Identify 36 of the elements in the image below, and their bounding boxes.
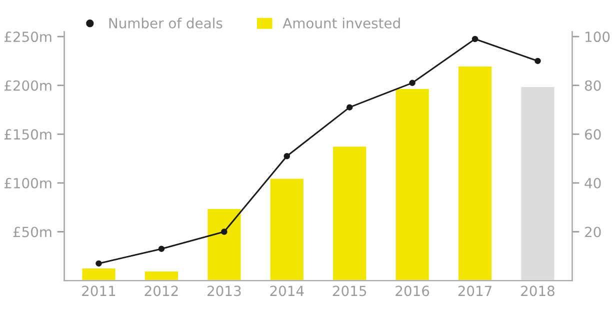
- y2-tick-label: 100: [586, 32, 610, 42]
- y2-tick-label: 80: [584, 80, 601, 91]
- legend-label: Number of deals: [109, 18, 222, 28]
- bar: [206, 208, 242, 281]
- point: [534, 58, 541, 64]
- x-tick-label: 2018: [521, 286, 554, 296]
- point: [158, 246, 165, 252]
- x-tick-label: 2014: [270, 286, 304, 296]
- y-tick-label: £250m: [4, 32, 52, 42]
- x-tick-label: 2011: [82, 286, 116, 296]
- bar: [394, 88, 430, 281]
- y-tick-label: £150m: [4, 129, 52, 140]
- x-tick-label: 2017: [458, 286, 492, 296]
- y2-tick-label: 60: [584, 129, 601, 140]
- y-tick-label: £50m: [13, 226, 52, 238]
- bar: [332, 145, 368, 281]
- y2-tick-label: 40: [584, 178, 601, 188]
- point: [221, 228, 228, 235]
- point: [346, 104, 353, 110]
- x-tick-label: 2015: [332, 286, 366, 296]
- point: [409, 80, 416, 86]
- legend-label: Amount invested: [282, 18, 400, 28]
- bar: [520, 86, 556, 281]
- bar: [144, 270, 180, 281]
- bar: [80, 267, 117, 281]
- point: [472, 36, 478, 42]
- x-tick-label: 2016: [396, 286, 430, 296]
- x-tick-label: 2012: [144, 286, 178, 296]
- y-tick-label: £100m: [4, 178, 52, 188]
- y2-tick-label: 20: [585, 226, 601, 238]
- y-tick-label: £200m: [4, 80, 52, 91]
- bar: [457, 65, 493, 281]
- point: [96, 260, 102, 267]
- bar: [268, 177, 305, 281]
- point: [284, 152, 290, 160]
- x-tick-label: 2013: [208, 286, 241, 296]
